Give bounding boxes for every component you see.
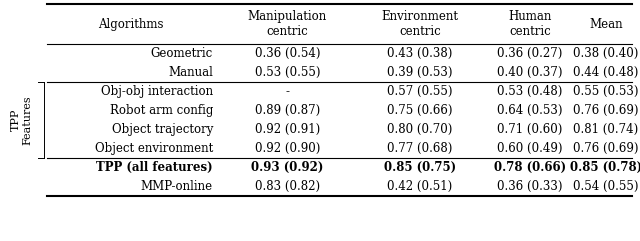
Text: 0.43 (0.38): 0.43 (0.38) bbox=[387, 47, 452, 60]
Text: Geometric: Geometric bbox=[151, 47, 213, 60]
Text: 0.36 (0.27): 0.36 (0.27) bbox=[497, 47, 563, 60]
Text: 0.64 (0.53): 0.64 (0.53) bbox=[497, 104, 563, 117]
Text: Manual: Manual bbox=[168, 66, 213, 79]
Text: -: - bbox=[285, 85, 289, 98]
Text: MMP-online: MMP-online bbox=[141, 180, 213, 193]
Text: 0.83 (0.82): 0.83 (0.82) bbox=[255, 180, 320, 193]
Text: Environment
centric: Environment centric bbox=[381, 10, 458, 38]
Text: 0.44 (0.48): 0.44 (0.48) bbox=[573, 66, 639, 79]
Text: 0.85 (0.78): 0.85 (0.78) bbox=[570, 161, 640, 174]
Text: 0.93 (0.92): 0.93 (0.92) bbox=[252, 161, 324, 174]
Text: Human
centric: Human centric bbox=[508, 10, 552, 38]
Text: 0.81 (0.74): 0.81 (0.74) bbox=[573, 123, 639, 136]
Text: TPP
Features: TPP Features bbox=[11, 95, 33, 145]
Text: Mean: Mean bbox=[589, 18, 623, 31]
Text: 0.78 (0.66): 0.78 (0.66) bbox=[494, 161, 566, 174]
Text: 0.76 (0.69): 0.76 (0.69) bbox=[573, 142, 639, 155]
Text: 0.55 (0.53): 0.55 (0.53) bbox=[573, 85, 639, 98]
Text: Obj-obj interaction: Obj-obj interaction bbox=[101, 85, 213, 98]
Text: 0.89 (0.87): 0.89 (0.87) bbox=[255, 104, 320, 117]
Text: 0.75 (0.66): 0.75 (0.66) bbox=[387, 104, 452, 117]
Text: 0.53 (0.48): 0.53 (0.48) bbox=[497, 85, 563, 98]
Text: 0.92 (0.91): 0.92 (0.91) bbox=[255, 123, 320, 136]
Text: Object environment: Object environment bbox=[95, 142, 213, 155]
Text: 0.36 (0.54): 0.36 (0.54) bbox=[255, 47, 320, 60]
Text: 0.71 (0.60): 0.71 (0.60) bbox=[497, 123, 563, 136]
Text: 0.38 (0.40): 0.38 (0.40) bbox=[573, 47, 639, 60]
Text: Object trajectory: Object trajectory bbox=[111, 123, 213, 136]
Text: 0.60 (0.49): 0.60 (0.49) bbox=[497, 142, 563, 155]
Text: TPP (all features): TPP (all features) bbox=[97, 161, 213, 174]
Text: Manipulation
centric: Manipulation centric bbox=[248, 10, 327, 38]
Text: 0.77 (0.68): 0.77 (0.68) bbox=[387, 142, 452, 155]
Text: 0.57 (0.55): 0.57 (0.55) bbox=[387, 85, 452, 98]
Text: 0.80 (0.70): 0.80 (0.70) bbox=[387, 123, 452, 136]
Text: 0.54 (0.55): 0.54 (0.55) bbox=[573, 180, 639, 193]
Text: 0.76 (0.69): 0.76 (0.69) bbox=[573, 104, 639, 117]
Text: Robot arm config: Robot arm config bbox=[109, 104, 213, 117]
Text: 0.85 (0.75): 0.85 (0.75) bbox=[384, 161, 456, 174]
Text: 0.53 (0.55): 0.53 (0.55) bbox=[255, 66, 320, 79]
Text: 0.36 (0.33): 0.36 (0.33) bbox=[497, 180, 563, 193]
Text: 0.40 (0.37): 0.40 (0.37) bbox=[497, 66, 563, 79]
Text: Algorithms: Algorithms bbox=[99, 18, 164, 31]
Text: 0.92 (0.90): 0.92 (0.90) bbox=[255, 142, 320, 155]
Text: 0.39 (0.53): 0.39 (0.53) bbox=[387, 66, 452, 79]
Text: 0.42 (0.51): 0.42 (0.51) bbox=[387, 180, 452, 193]
